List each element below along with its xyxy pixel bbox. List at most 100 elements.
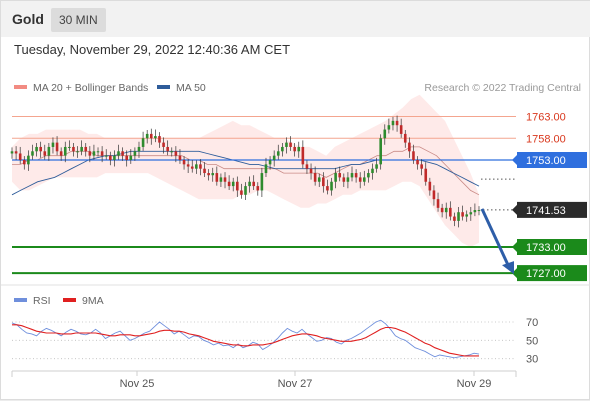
candle-body [440,207,444,213]
candle-body [154,136,157,139]
candle-body [330,181,333,191]
candle-body [432,190,436,200]
candle-body [203,168,206,174]
candle-body [117,151,120,156]
candle-body [137,146,141,152]
candle-body [403,133,407,143]
level-label-1758.00: 1758.00 [526,133,566,145]
candle-body [104,155,108,157]
candle-body [55,142,59,152]
candle-body [113,155,116,160]
candle-body [80,146,83,152]
candle-body [444,207,448,213]
candle-body [453,216,456,221]
candle-body [18,153,22,160]
last-price-tag-pointer [512,204,517,215]
rsi-legend-swatch [14,298,27,302]
credit-text: Research © 2022 Trading Central [424,82,581,94]
level-tag-1727.00 [517,265,587,282]
candle-body [395,120,399,126]
candle-body [276,151,280,156]
candle-body [190,166,194,169]
candle-body [211,173,215,176]
candle-body [424,168,428,182]
rsi-tick-label: 50 [526,335,538,347]
price-plot: 1763.00 1758.00 1753.00 1733.00 1727.00 1741.… [10,94,587,282]
candle-body [354,173,358,178]
candle-body [170,151,174,153]
candle-body [268,160,272,165]
candle-body [47,146,51,156]
candle-body [84,146,88,152]
candle-body [174,151,178,156]
timeframe-button[interactable]: 30 MIN [51,8,106,32]
candle-body [14,151,18,154]
candle-body [383,129,387,139]
candle-body [379,138,382,165]
candle-body [358,177,362,182]
x-tick-label: Nov 27 [278,378,313,390]
candle-body [289,142,292,147]
candle-body [281,146,284,152]
bollinger-band [12,94,479,247]
candle-body [297,146,301,152]
candle-body [412,151,415,160]
candle-body [39,146,42,152]
rsi-tick-label: 70 [526,317,538,329]
candle-body [260,173,264,191]
candle-body [68,146,71,148]
candle-body [96,151,100,153]
time-axis: Nov 25 Nov 27 Nov 29 [11,370,517,390]
candle-body [436,199,440,208]
candle-body [199,164,202,169]
candle-body [338,173,342,178]
candle-body [256,186,260,191]
candle-body [182,160,186,165]
candle-body [72,146,75,152]
price-legend: MA 20 + Bollinger Bands MA 50 Research ©… [14,82,581,94]
candle-body [31,151,34,156]
candle-body [178,155,182,160]
candle-body [416,160,419,165]
level-tag-1753.00 [517,152,587,168]
candle-body [285,142,288,147]
candle-body [240,190,243,195]
rsi-tick-label: 30 [526,354,538,366]
candle-body [121,151,124,156]
forecast-arrow-head [502,261,514,275]
candle-body [293,146,296,152]
candle-body [162,142,165,147]
candle-body [35,146,38,152]
candle-body [186,164,190,167]
timestamp: Tuesday, November 29, 2022 12:40:36 AM C… [14,42,291,57]
candle-body [272,155,276,160]
candle-body [461,212,464,217]
candle-body [100,151,104,156]
level-label-1763.00: 1763.00 [526,112,566,124]
bollinger-legend-swatch [14,85,27,89]
candle-body [76,151,79,153]
level-tag-pointer [512,155,517,165]
candle-body [231,181,235,187]
bollinger-legend-label: MA 20 + Bollinger Bands [33,82,148,94]
candle-body [59,151,63,156]
rsi-line [11,319,480,359]
candle-body [252,181,255,187]
candle-body [133,151,137,156]
candle-body [27,155,30,165]
candle-body [215,173,219,182]
candle-body [129,155,133,160]
candle-body [465,214,469,217]
candle-body [141,138,145,147]
candle-body [301,146,305,165]
candle-body [223,177,227,182]
candle-body [145,133,149,139]
candle-body [367,173,370,178]
candle-body [457,212,460,221]
candle-body [195,164,198,169]
candle-body [88,151,92,156]
candle-body [244,186,247,195]
forecast-arrow-shaft [480,208,511,268]
last-price-tag [517,201,587,218]
